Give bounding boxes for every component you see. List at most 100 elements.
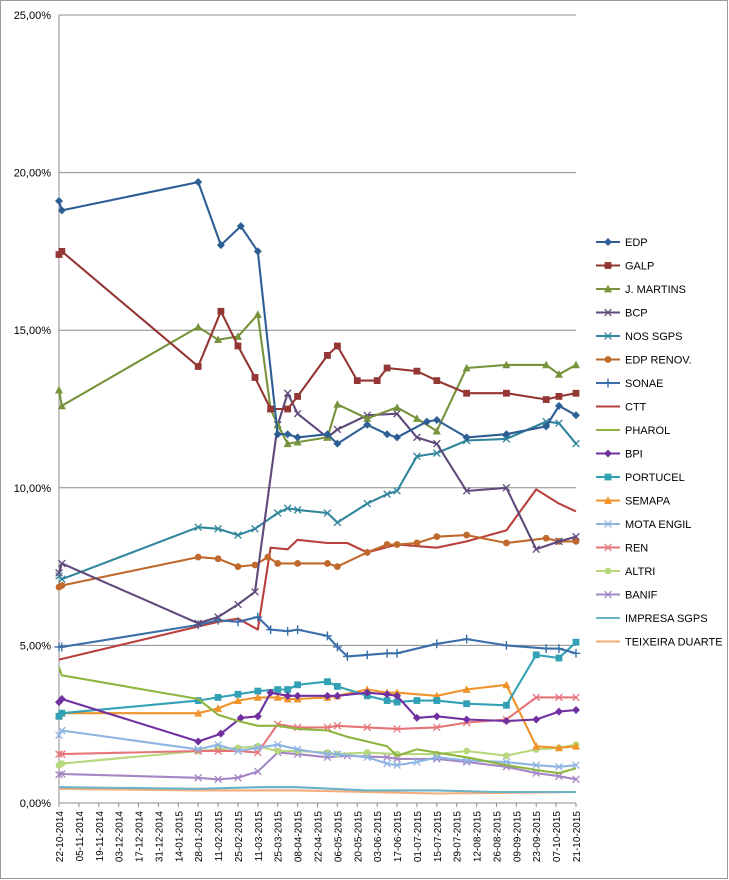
data-point: [57, 726, 66, 735]
data-point: [393, 487, 401, 495]
data-point: [253, 693, 262, 701]
data-point: [422, 417, 431, 426]
data-point: [541, 644, 551, 653]
x-tick-label: 29-07-2015: [453, 811, 464, 863]
x-tick-label: 14-01-2015: [174, 811, 185, 863]
data-point: [57, 401, 66, 410]
legend-item: MOTA ENGIL: [596, 519, 691, 531]
series-ren: [55, 693, 580, 759]
legend-label: BCP: [625, 308, 648, 320]
data-point: [234, 600, 242, 609]
data-point: [555, 762, 563, 771]
legend-item: NOS SGPS: [596, 331, 682, 343]
legend-label: PHAROL: [625, 425, 670, 437]
data-point: [234, 563, 242, 570]
data-point: [234, 773, 242, 782]
data-point: [251, 587, 259, 596]
data-point: [503, 539, 510, 547]
legend-marker: [604, 332, 612, 340]
legend-marker: [604, 284, 612, 293]
data-point: [264, 553, 272, 561]
legend-label: PORTUCEL: [625, 472, 685, 484]
data-point: [383, 490, 391, 498]
legend-item: TEIXEIRA DUARTE: [596, 637, 723, 649]
legend-marker: [603, 378, 613, 388]
data-point: [293, 691, 302, 700]
series-line: [58, 420, 577, 581]
data-point: [293, 745, 302, 754]
series-line: [58, 641, 577, 718]
data-point: [383, 430, 392, 439]
data-point: [57, 694, 66, 703]
data-point: [462, 634, 472, 644]
data-point: [572, 537, 580, 545]
data-point: [267, 405, 275, 413]
data-point: [363, 499, 372, 508]
data-point: [234, 747, 242, 755]
data-point: [413, 433, 421, 442]
data-point: [383, 759, 391, 768]
data-point: [251, 561, 259, 569]
data-point: [532, 693, 541, 702]
data-point: [194, 322, 203, 331]
data-point: [333, 518, 342, 527]
data-point: [266, 625, 276, 635]
data-point: [502, 483, 511, 492]
data-point: [57, 750, 66, 759]
data-point: [274, 686, 282, 693]
data-point: [502, 717, 511, 726]
data-point: [214, 335, 223, 344]
data-point: [274, 560, 282, 567]
data-point: [57, 642, 67, 652]
data-point: [554, 370, 563, 378]
data-point: [572, 360, 580, 369]
data-point: [214, 613, 222, 621]
data-point: [58, 709, 66, 717]
data-point: [433, 377, 441, 385]
data-point: [333, 750, 342, 759]
x-tick-label: 26-08-2015: [492, 811, 503, 863]
legend-label: ALTRI: [625, 566, 655, 578]
y-tick-label: 10,00%: [14, 483, 52, 495]
data-point: [393, 403, 402, 411]
data-point: [432, 712, 441, 721]
data-point: [555, 392, 563, 400]
data-point: [55, 196, 63, 205]
data-point: [383, 753, 391, 762]
data-point: [572, 775, 580, 784]
data-point: [266, 688, 275, 697]
series-line: [58, 488, 577, 661]
legend-marker: [604, 449, 612, 458]
data-point: [324, 560, 331, 567]
data-point: [432, 426, 441, 435]
data-point: [273, 430, 282, 439]
series-line: [59, 615, 577, 658]
x-tick-label: 25-02-2015: [234, 811, 245, 863]
data-point: [462, 433, 471, 442]
data-point: [413, 539, 421, 547]
data-point: [463, 531, 471, 539]
x-tick-label: 07-10-2015: [552, 811, 563, 863]
series-galp: [55, 248, 580, 413]
data-point: [572, 761, 580, 770]
x-tick-label: 31-12-2014: [154, 811, 165, 863]
x-tick-label: 15-07-2015: [433, 811, 444, 863]
data-point: [363, 688, 372, 697]
data-point: [216, 729, 225, 738]
legend-label: GALP: [625, 261, 654, 273]
data-point: [392, 648, 402, 658]
data-point: [214, 747, 222, 755]
legend-item: SEMAPA: [596, 496, 671, 508]
data-point: [572, 638, 580, 646]
y-tick-label: 0,00%: [20, 798, 51, 810]
series-line: [58, 691, 577, 743]
x-tick-label: 03-12-2014: [115, 811, 126, 863]
data-point: [253, 767, 262, 776]
data-point: [542, 360, 551, 369]
data-point: [323, 631, 332, 641]
legend-item: BCP: [596, 308, 648, 320]
legend-item: EDP RENOV.: [596, 355, 692, 367]
data-point: [432, 439, 441, 448]
legend-label: J. MARTINS: [625, 284, 686, 296]
